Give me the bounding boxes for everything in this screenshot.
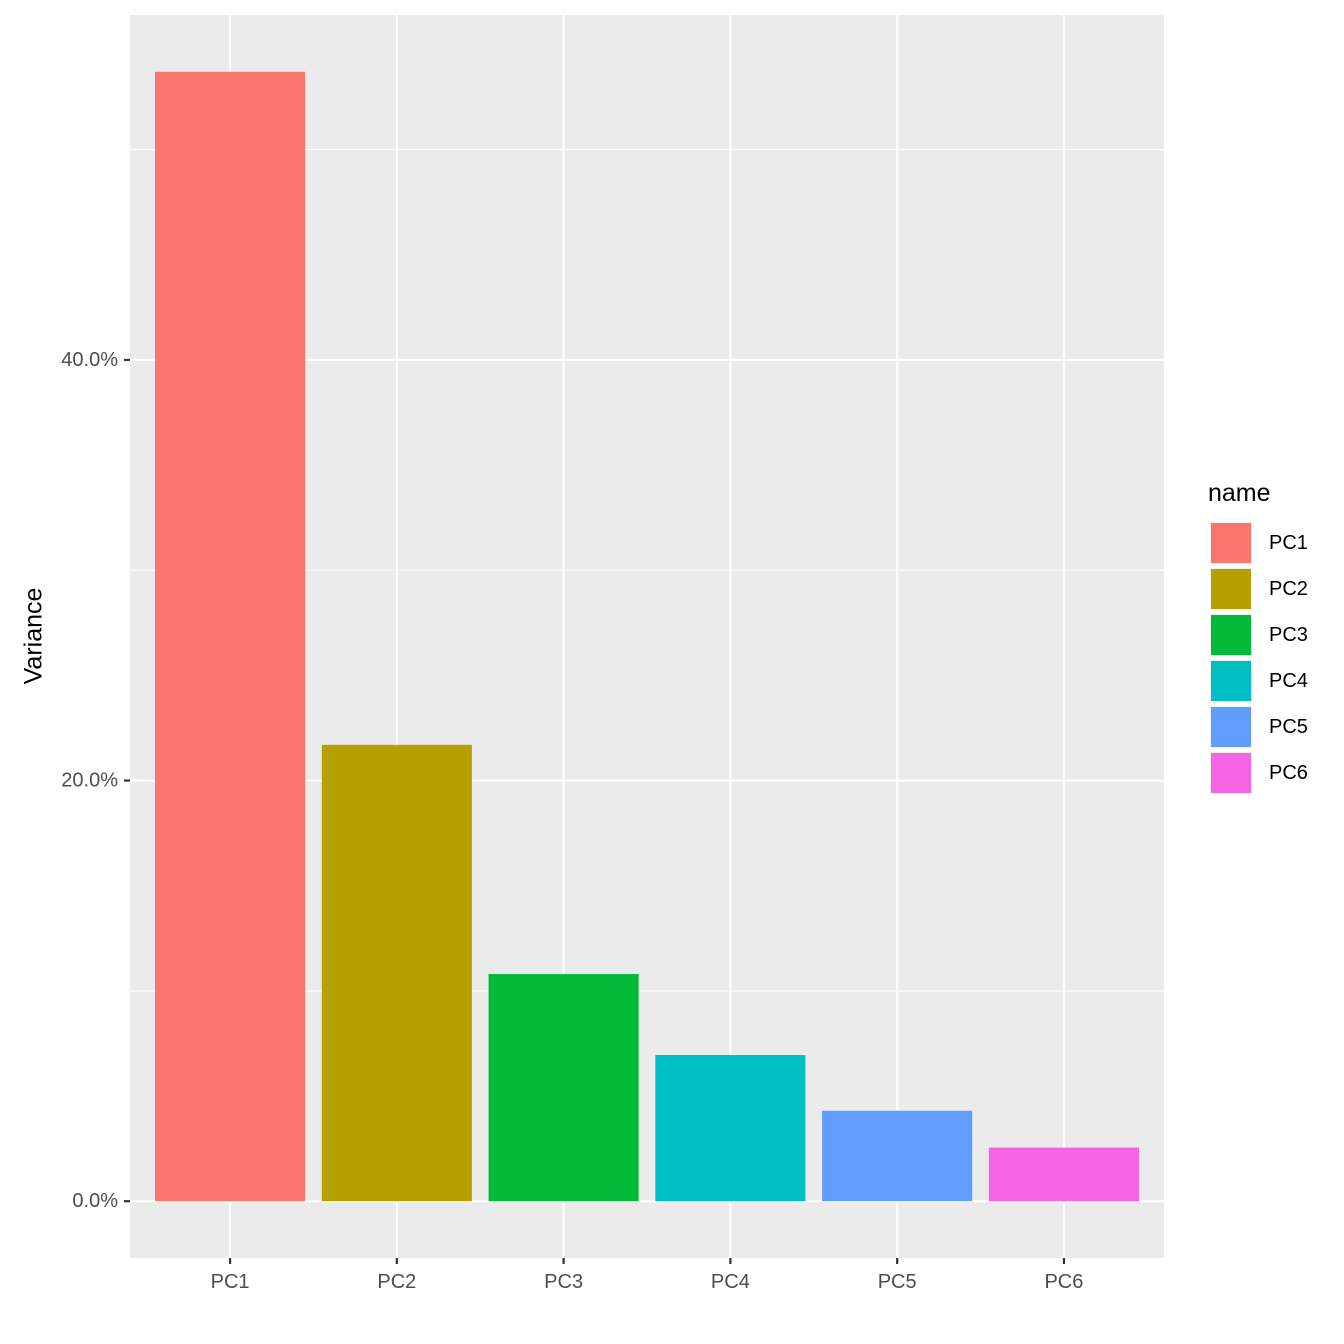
- y-axis: 0.0% 20.0% 40.0%: [61, 349, 130, 1212]
- legend-key-pc3: [1211, 615, 1251, 655]
- legend-label: PC5: [1269, 716, 1308, 738]
- y-tick-label: 40.0%: [61, 349, 118, 371]
- x-tick-label: PC4: [711, 1271, 750, 1293]
- y-axis-title: Variance: [20, 588, 48, 685]
- legend-key-pc6: [1211, 753, 1251, 793]
- legend-title: name: [1208, 479, 1271, 507]
- legend-key-pc2: [1211, 569, 1251, 609]
- legend-key-pc4: [1211, 661, 1251, 701]
- x-tick-label: PC5: [878, 1271, 917, 1293]
- y-tick-label: 0.0%: [72, 1190, 118, 1212]
- x-axis: PC1 PC2 PC3 PC4 PC5 PC6: [211, 1258, 1083, 1293]
- bar-pc1: [155, 71, 306, 1202]
- legend-key-pc1: [1211, 523, 1251, 563]
- legend-label: PC4: [1269, 670, 1308, 692]
- bars: [155, 71, 1139, 1202]
- legend-label: PC6: [1269, 762, 1308, 784]
- x-tick-label: PC1: [211, 1271, 250, 1293]
- x-tick-label: PC2: [377, 1271, 416, 1293]
- legend: name PC1 PC2 PC3 PC4 PC5 PC6: [1208, 479, 1308, 794]
- y-tick-label: 20.0%: [61, 770, 118, 792]
- bar-pc6: [988, 1147, 1139, 1202]
- bar-pc3: [488, 974, 639, 1202]
- legend-label: PC3: [1269, 624, 1308, 646]
- bar-pc5: [822, 1110, 973, 1202]
- bar-pc2: [321, 744, 472, 1202]
- x-tick-label: PC6: [1044, 1271, 1083, 1293]
- x-tick-label: PC3: [544, 1271, 583, 1293]
- bar-pc4: [655, 1055, 806, 1202]
- legend-label: PC1: [1269, 532, 1308, 554]
- legend-label: PC2: [1269, 578, 1308, 600]
- legend-key-pc5: [1211, 707, 1251, 747]
